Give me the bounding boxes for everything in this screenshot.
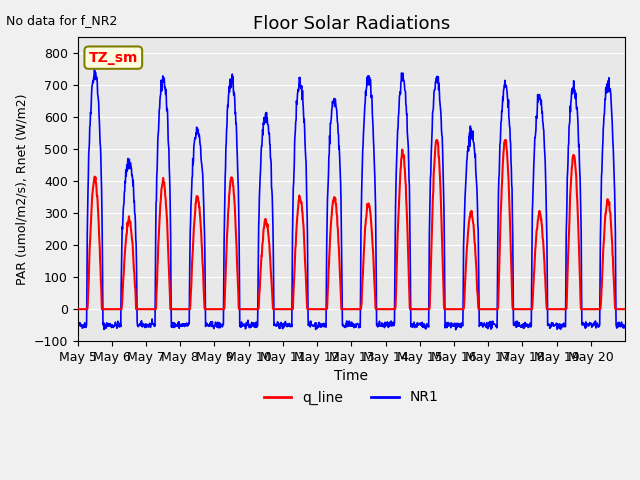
Text: TZ_sm: TZ_sm xyxy=(88,50,138,65)
Legend: q_line, NR1: q_line, NR1 xyxy=(258,385,445,410)
Title: Floor Solar Radiations: Floor Solar Radiations xyxy=(253,15,450,33)
Text: No data for f_NR2: No data for f_NR2 xyxy=(6,14,118,27)
Y-axis label: PAR (umol/m2/s), Rnet (W/m2): PAR (umol/m2/s), Rnet (W/m2) xyxy=(15,94,28,285)
X-axis label: Time: Time xyxy=(334,370,369,384)
